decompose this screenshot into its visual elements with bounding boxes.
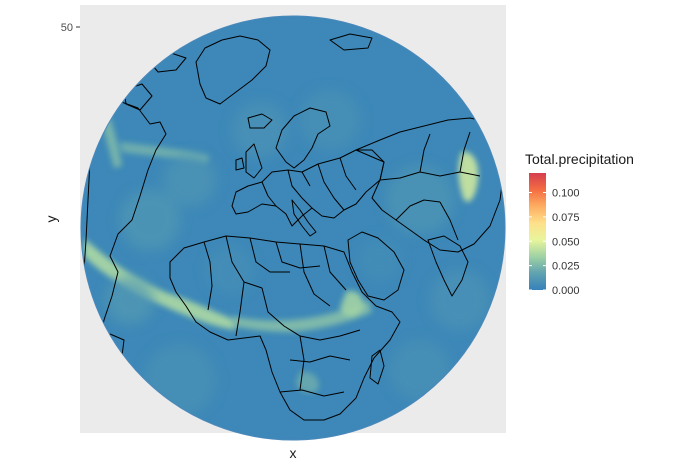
x-axis-title: x bbox=[290, 445, 297, 461]
precipitation-band bbox=[84, 238, 236, 330]
legend: Total.precipitation 0.000 0.025 0.050 0.075… bbox=[525, 151, 634, 297]
scandinavia-outline bbox=[275, 107, 331, 169]
arabia-outline bbox=[347, 231, 405, 301]
y-axis-title: y bbox=[43, 216, 59, 223]
precipitation-diffuse-patch bbox=[206, 246, 254, 294]
legend-tick-label: 0.025 bbox=[552, 261, 580, 273]
legend-tick-label: 0.100 bbox=[552, 188, 580, 200]
precipitation-band bbox=[458, 151, 479, 202]
legend-tick-label: 0.075 bbox=[552, 212, 580, 224]
north-america-outline bbox=[83, 99, 167, 341]
italy-outline bbox=[291, 199, 317, 237]
arctic-islands-outline bbox=[123, 25, 439, 111]
iceland-outline bbox=[247, 113, 273, 129]
legend-title: Total.precipitation bbox=[525, 151, 634, 167]
precipitation-diffuse-patch bbox=[232, 102, 288, 158]
precipitation-band bbox=[232, 300, 372, 332]
precipitation-diffuse-patch bbox=[300, 90, 360, 150]
precipitation-raster bbox=[81, 16, 505, 440]
precipitation-diffuse bbox=[106, 90, 490, 416]
y-tick-label: 50 bbox=[61, 22, 73, 34]
europe-borders bbox=[261, 157, 357, 211]
legend-tick-label: 0.050 bbox=[552, 236, 580, 248]
india-outline bbox=[427, 235, 469, 297]
precipitation-diffuse-patch bbox=[386, 166, 454, 234]
precipitation-bands bbox=[84, 104, 479, 393]
legend-colorbar bbox=[529, 173, 546, 290]
madagascar-outline bbox=[369, 349, 385, 385]
y-axis: 50 bbox=[61, 22, 80, 34]
precipitation-diffuse-patch bbox=[164, 154, 216, 206]
asia-outline bbox=[355, 117, 505, 253]
precipitation-band bbox=[340, 290, 363, 317]
europe-outline bbox=[231, 149, 385, 227]
africa-borders bbox=[203, 235, 361, 397]
precipitation-diffuse-patch bbox=[358, 238, 402, 282]
precipitation-diffuse-patch bbox=[106, 276, 154, 324]
legend-ticks: 0.000 0.025 0.050 0.075 0.100 bbox=[529, 188, 580, 297]
greenland-outline bbox=[195, 35, 271, 105]
country-borders bbox=[83, 25, 505, 421]
british-isles-outline bbox=[235, 143, 263, 179]
africa-outline bbox=[169, 235, 401, 421]
precipitation-diffuse-patch bbox=[430, 270, 490, 330]
asia-borders bbox=[379, 131, 481, 241]
ocean-low-precip-field bbox=[81, 16, 505, 440]
legend-tick-label: 0.000 bbox=[552, 285, 580, 297]
globe-outline bbox=[80, 15, 506, 441]
precipitation-diffuse-patch bbox=[120, 190, 180, 250]
